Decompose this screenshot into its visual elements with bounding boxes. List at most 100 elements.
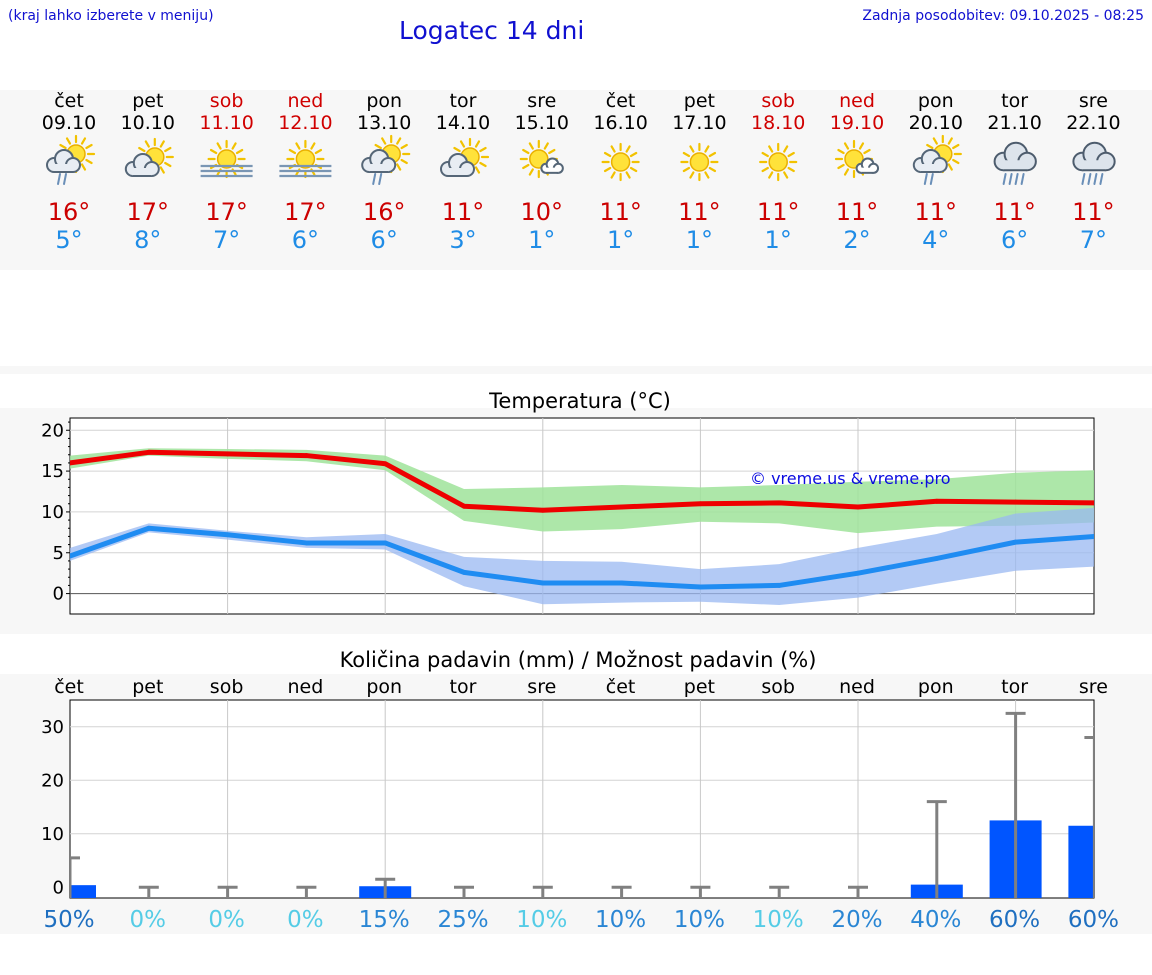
day-date: 12.10 — [278, 112, 332, 134]
tmax-range-band — [70, 448, 1094, 534]
day-label: pet — [132, 676, 163, 698]
max-temperature: 11° — [442, 198, 485, 226]
min-temperature: 2° — [843, 226, 870, 254]
data-point — [146, 525, 152, 531]
precipitation-probability: 10% — [753, 907, 804, 933]
day-date: 15.10 — [515, 112, 569, 134]
divider-band — [0, 366, 1152, 374]
partly-cloudy-rain-icon — [46, 134, 96, 185]
max-temperature: 16° — [48, 198, 91, 226]
day-label: ned — [839, 676, 875, 698]
y-tick-label: 10 — [41, 502, 64, 523]
precipitation-probability: 60% — [989, 907, 1040, 933]
precipitation-probability: 10% — [516, 907, 567, 933]
day-label: pet — [684, 676, 715, 698]
partly-cloudy-icon — [440, 137, 490, 177]
sun-small-cloud-icon — [519, 139, 564, 179]
day-date: 10.10 — [121, 112, 175, 134]
max-temperature: 10° — [521, 198, 564, 226]
data-point — [70, 460, 73, 466]
data-point — [1092, 500, 1094, 506]
precipitation-probability: 50% — [43, 907, 94, 933]
cloud-shape — [1072, 141, 1116, 172]
fog-lines — [200, 164, 253, 178]
min-temperature: 6° — [1001, 226, 1028, 254]
max-temperature: 17° — [205, 198, 248, 226]
fog-lines — [279, 164, 332, 178]
day-date: 20.10 — [909, 112, 963, 134]
data-point — [619, 504, 624, 510]
min-temperature: 4° — [922, 226, 949, 254]
data-point — [225, 451, 231, 457]
temperature-chart-title: Temperatura (°C) — [488, 389, 671, 413]
max-temperature: 11° — [915, 198, 958, 226]
day-of-week: čet — [606, 90, 636, 112]
y-tick-label: 0 — [53, 584, 64, 605]
data-point — [382, 461, 388, 467]
max-temperature: 11° — [678, 198, 721, 226]
precipitation-probability: 60% — [1068, 907, 1119, 933]
data-point — [461, 503, 467, 509]
day-of-week: sob — [210, 90, 244, 112]
day-label: ned — [288, 676, 324, 698]
day-of-week: pon — [918, 90, 954, 112]
day-of-week: ned — [839, 90, 875, 112]
min-temperature: 5° — [55, 226, 82, 254]
cloud-shape — [46, 149, 81, 173]
day-date: 16.10 — [593, 112, 647, 134]
data-point — [225, 532, 231, 538]
max-temperature: 16° — [363, 198, 406, 226]
copyright-watermark: © vreme.us & vreme.pro — [750, 469, 951, 488]
day-of-week: tor — [1001, 90, 1028, 112]
cloud-shape — [361, 149, 397, 173]
data-point — [304, 453, 309, 458]
day-date: 18.10 — [751, 112, 805, 134]
data-point — [1013, 499, 1018, 505]
tmin-range-band — [70, 507, 1094, 606]
data-point — [776, 500, 782, 506]
data-point — [934, 556, 940, 561]
forecast-days: čet09.1016°5°pet10.1017°8°sob11.1017°7°n… — [42, 90, 1121, 254]
day-of-week: pet — [132, 90, 163, 112]
day-of-week: sre — [527, 90, 556, 112]
day-date: 11.10 — [199, 112, 253, 134]
day-of-week: pon — [366, 90, 402, 112]
data-point — [540, 580, 546, 586]
day-of-week: sre — [1079, 90, 1108, 112]
day-label: pon — [918, 676, 954, 698]
y-tick-label: 30 — [41, 717, 64, 738]
y-tick-label: 15 — [41, 461, 64, 482]
day-date: 21.10 — [987, 112, 1041, 134]
precipitation-plot-area — [69, 699, 1095, 899]
day-date: 09.10 — [42, 112, 96, 134]
temperature-bands — [70, 448, 1094, 606]
precipitation-probabilities: 50% 0% 0% 0% 15% 25% 10% 10% 10% 10% 20% 40% 60% 60% — [43, 907, 1119, 933]
cloud-shape — [540, 157, 564, 174]
min-temperature: 8° — [134, 226, 161, 254]
data-point — [619, 580, 624, 586]
rain-drops — [1081, 173, 1104, 185]
temperature-lines — [70, 449, 1094, 590]
cloud-rain-icon — [1072, 141, 1116, 185]
last-update: Zadnja posodobitev: 09.10.2025 - 08:25 — [862, 8, 1144, 24]
partly-cloudy-rain-icon — [912, 134, 962, 185]
min-temperature: 1° — [765, 226, 792, 254]
day-date: 13.10 — [357, 112, 411, 134]
min-temperature: 1° — [686, 226, 713, 254]
rain-drops — [372, 173, 383, 185]
day-date: 17.10 — [672, 112, 726, 134]
temperature-y-axis: 0 5 10 15 20 — [41, 420, 70, 605]
min-temperature: 7° — [213, 226, 240, 254]
precipitation-y-axis: 0 10 20 30 — [41, 717, 64, 899]
precipitation-probability: 0% — [208, 907, 245, 933]
day-label: tor — [450, 676, 477, 698]
location-hint: (kraj lahko izberete v meniju) — [8, 8, 214, 24]
sun-shape — [759, 142, 798, 182]
cloud-rain-icon — [993, 141, 1037, 185]
